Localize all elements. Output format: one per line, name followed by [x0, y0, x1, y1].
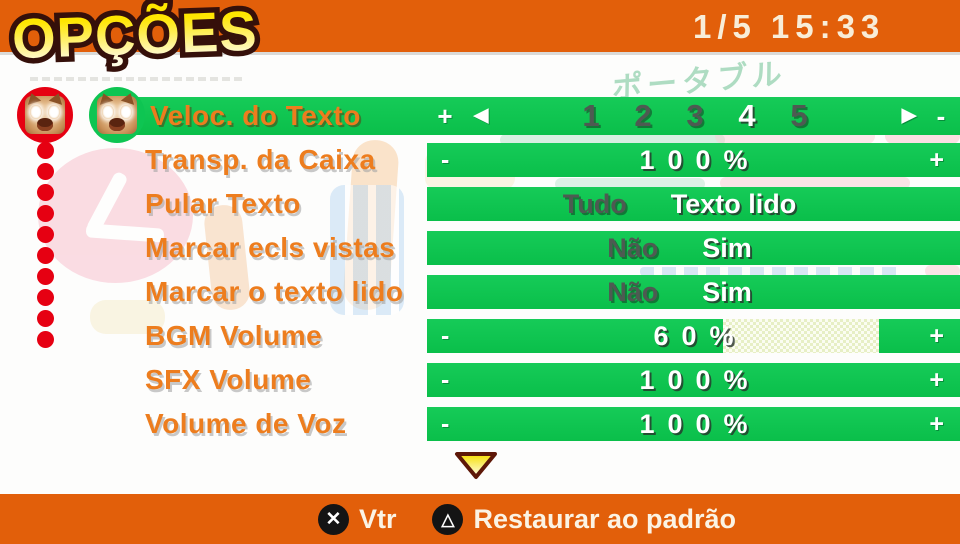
option-label: Transp. da Caixa: [145, 144, 376, 175]
watermark-shape: [720, 177, 910, 189]
option-value: 100%: [639, 365, 761, 395]
increase-button[interactable]: +: [437, 101, 453, 131]
option-value: 100%: [639, 145, 761, 175]
dot-trail: [37, 142, 54, 352]
dot: [37, 331, 54, 348]
option-value: 60%: [653, 321, 747, 351]
option-row-mark-read-text[interactable]: Não Sim: [427, 275, 960, 309]
speed-option-5[interactable]: 5: [790, 98, 808, 133]
watermark-shape: [925, 265, 960, 277]
option-row-sfx-volume[interactable]: - 100% +: [427, 363, 960, 397]
header-bar: [0, 0, 960, 52]
choice-option[interactable]: Texto lido: [670, 188, 797, 219]
option-label: Marcar o texto lido: [145, 276, 404, 307]
option-label: Marcar ecls vistas: [145, 232, 396, 263]
decrease-button[interactable]: -: [441, 366, 450, 394]
dot: [37, 184, 54, 201]
dot: [37, 247, 54, 264]
option-row-box-transparency[interactable]: - 100% +: [427, 143, 960, 177]
choice-option[interactable]: Sim: [702, 232, 752, 263]
choice-option[interactable]: Não: [607, 276, 659, 307]
option-value: 100%: [639, 409, 761, 439]
option-row-voice-volume[interactable]: - 100% +: [427, 407, 960, 441]
option-label: Volume de Voz: [145, 408, 347, 439]
option-row-mark-seen[interactable]: Não Sim: [427, 231, 960, 265]
speed-option-3[interactable]: 3: [686, 98, 704, 133]
cross-button[interactable]: ✕: [317, 503, 349, 535]
watermark-shape: [640, 267, 900, 276]
triangle-icon: △: [441, 509, 455, 529]
decrease-button[interactable]: -: [441, 410, 450, 438]
dot: [37, 310, 54, 327]
character-face-icon: [25, 96, 65, 134]
scroll-down-indicator[interactable]: [453, 450, 499, 485]
increase-button[interactable]: +: [929, 146, 944, 174]
page-and-clock: 1/5 15:33: [693, 8, 885, 46]
choice-option[interactable]: Sim: [702, 276, 752, 307]
volume-gauge-empty: [722, 319, 879, 353]
back-action-label: Vtr: [358, 503, 397, 534]
dot: [37, 226, 54, 243]
choice-option[interactable]: Tudo: [562, 188, 627, 219]
option-label: SFX Volume: [145, 364, 312, 395]
option-row-skip-text[interactable]: Tudo Texto lido: [427, 187, 960, 221]
character-badge-green[interactable]: [89, 87, 145, 143]
speed-option-1[interactable]: 1: [582, 98, 600, 133]
down-arrow-icon: [455, 452, 497, 479]
triangle-button[interactable]: △: [432, 503, 464, 535]
speed-option-2[interactable]: 2: [634, 98, 652, 133]
option-row-bgm-volume[interactable]: - 60% +: [427, 319, 960, 353]
option-label: Pular Texto: [145, 188, 301, 219]
restore-defaults-label: Restaurar ao padrão: [473, 503, 737, 534]
watermark-shape: [330, 185, 404, 315]
dot: [37, 289, 54, 306]
option-label: BGM Volume: [145, 320, 323, 351]
dot: [37, 268, 54, 285]
decrease-button[interactable]: -: [936, 101, 946, 131]
footer-bar: ✕ Vtr △ Restaurar ao padrão: [0, 494, 960, 544]
choice-option[interactable]: Não: [607, 232, 659, 263]
option-row-text-speed[interactable]: Veloc. do Texto + ◀ 1 2 3 4 5 ▶ -: [128, 97, 960, 135]
speed-option-4[interactable]: 4: [738, 98, 756, 133]
title-underline: [30, 77, 242, 81]
left-arrow-icon[interactable]: ◀: [473, 105, 489, 126]
page-indicator: 1/5: [693, 8, 757, 45]
cross-icon: ✕: [325, 508, 342, 530]
character-face-icon: [97, 96, 137, 134]
decrease-button[interactable]: -: [441, 322, 450, 350]
watermark-pink-logo: [38, 148, 193, 283]
dot: [37, 205, 54, 222]
page-title: OPÇÕES OPÇÕES: [5, 0, 264, 76]
increase-button[interactable]: +: [929, 366, 944, 394]
dot: [37, 163, 54, 180]
speed-scale: 1 2 3 4 5: [565, 97, 857, 135]
right-arrow-icon[interactable]: ▶: [901, 105, 917, 126]
increase-button[interactable]: +: [929, 410, 944, 438]
dot: [37, 142, 54, 159]
decrease-button[interactable]: -: [441, 146, 450, 174]
character-badge-red[interactable]: [17, 87, 73, 143]
increase-button[interactable]: +: [929, 322, 944, 350]
clock-time: 15:33: [770, 8, 886, 45]
watermark-shape: [90, 300, 165, 334]
option-label: Veloc. do Texto: [150, 100, 361, 131]
